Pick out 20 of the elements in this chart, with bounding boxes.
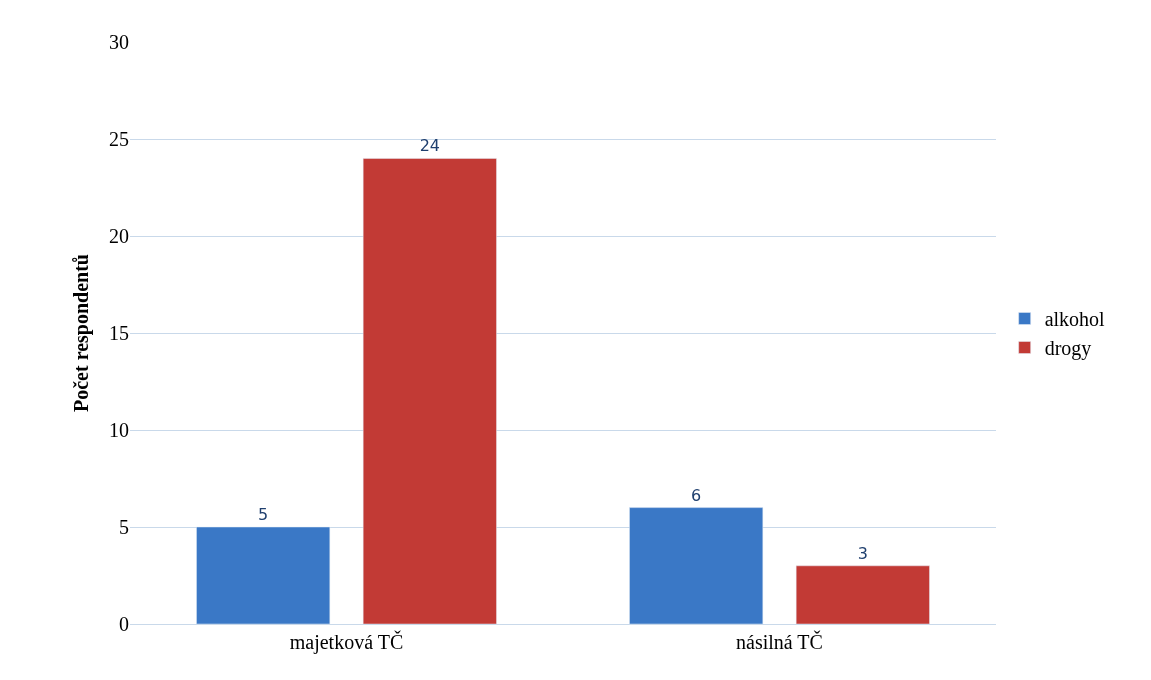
- data-label: 5: [258, 505, 269, 524]
- bar: [795, 565, 930, 624]
- y-tick-label: 25: [109, 128, 129, 150]
- x-tick-label: majetková TČ: [289, 630, 404, 654]
- data-label: 6: [691, 485, 702, 505]
- bar: [362, 158, 497, 624]
- bar: [196, 526, 331, 624]
- y-tick-label: 20: [109, 225, 129, 247]
- y-tick-label: 10: [109, 419, 129, 441]
- y-tick-label: 0: [119, 613, 129, 635]
- bar: [629, 507, 764, 624]
- y-tick-label: 15: [109, 322, 129, 344]
- data-label: 3: [857, 543, 868, 563]
- data-label: 24: [419, 136, 441, 156]
- legend-label: drogy: [1044, 337, 1092, 361]
- y-tick-label: 30: [109, 31, 129, 53]
- x-tick-label: násilná TČ: [736, 630, 823, 653]
- y-tick-label: 5: [119, 516, 129, 538]
- legend-label: alkohol: [1044, 308, 1106, 331]
- y-axis-title: Počet respondentů: [69, 254, 93, 412]
